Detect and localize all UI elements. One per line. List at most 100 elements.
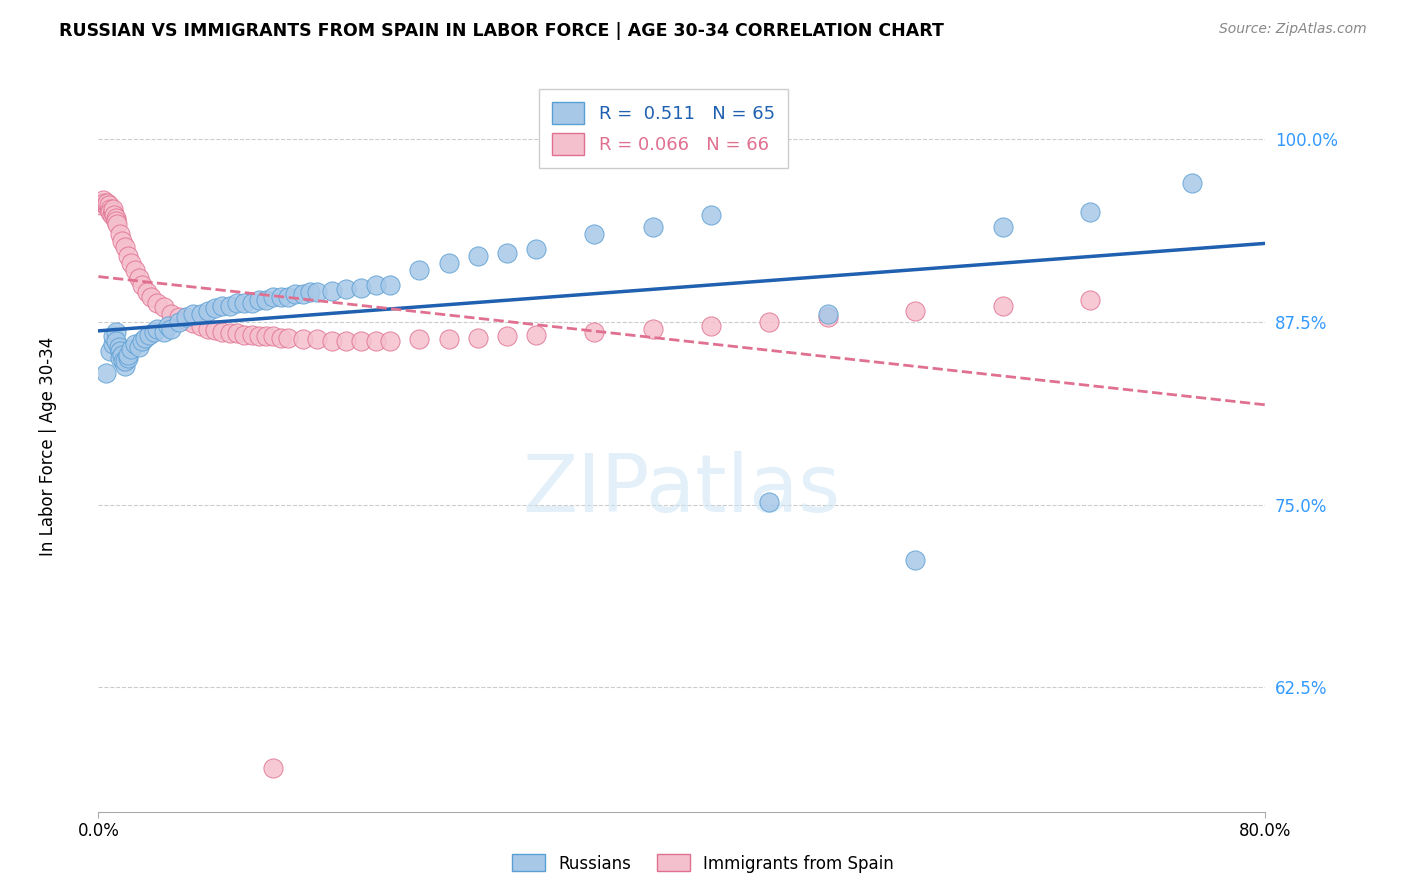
Point <box>101 329 124 343</box>
Point <box>758 315 780 329</box>
Point <box>111 234 134 248</box>
Point <box>218 326 240 341</box>
Point <box>467 331 489 345</box>
Point <box>700 319 723 334</box>
Point <box>174 313 197 327</box>
Point <box>291 286 314 301</box>
Point <box>350 281 373 295</box>
Point <box>904 304 927 318</box>
Point <box>90 197 112 211</box>
Text: ZIPatlas: ZIPatlas <box>523 450 841 529</box>
Point <box>364 278 387 293</box>
Point <box>211 299 233 313</box>
Point <box>641 219 664 234</box>
Point <box>111 348 134 362</box>
Point <box>380 278 402 293</box>
Point <box>104 211 127 225</box>
Point <box>270 331 292 345</box>
Point <box>114 359 136 373</box>
Point <box>364 334 387 348</box>
Point <box>233 327 256 342</box>
Point <box>100 208 122 222</box>
Point <box>96 199 118 213</box>
Point <box>700 208 723 222</box>
Point <box>98 202 121 216</box>
Text: RUSSIAN VS IMMIGRANTS FROM SPAIN IN LABOR FORCE | AGE 30-34 CORRELATION CHART: RUSSIAN VS IMMIGRANTS FROM SPAIN IN LABO… <box>59 22 943 40</box>
Point <box>135 285 157 300</box>
Point <box>335 283 357 297</box>
Point <box>277 290 299 304</box>
Point <box>117 348 139 362</box>
Point <box>94 197 117 211</box>
Point <box>153 300 176 314</box>
Point <box>524 327 547 342</box>
Point <box>437 256 460 270</box>
Y-axis label: In Labor Force | Age 30-34: In Labor Force | Age 30-34 <box>39 336 56 556</box>
Point <box>291 332 314 346</box>
Point <box>335 334 357 348</box>
Point <box>240 327 263 342</box>
Point <box>204 323 226 337</box>
Point <box>146 295 169 310</box>
Point <box>211 325 233 339</box>
Text: Source: ZipAtlas.com: Source: ZipAtlas.com <box>1219 22 1367 37</box>
Point <box>190 319 212 334</box>
Point <box>101 202 124 216</box>
Point <box>146 322 169 336</box>
Point <box>131 278 153 293</box>
Point <box>408 332 430 346</box>
Point <box>277 331 299 345</box>
Point <box>124 336 146 351</box>
Point <box>380 334 402 348</box>
Point <box>254 293 277 307</box>
Point <box>1080 205 1102 219</box>
Point <box>254 329 277 343</box>
Point <box>1181 176 1204 190</box>
Point <box>110 351 132 366</box>
Point <box>408 263 430 277</box>
Point <box>181 307 204 321</box>
Point <box>108 339 131 353</box>
Point <box>583 227 606 241</box>
Point <box>240 295 263 310</box>
Point <box>117 249 139 263</box>
Legend: Russians, Immigrants from Spain: Russians, Immigrants from Spain <box>505 847 901 880</box>
Point <box>817 310 839 325</box>
Point <box>91 193 114 207</box>
Point <box>496 329 519 343</box>
Point <box>124 263 146 277</box>
Point <box>524 242 547 256</box>
Point <box>321 334 343 348</box>
Point <box>96 196 118 211</box>
Point <box>641 322 664 336</box>
Point <box>142 325 165 339</box>
Point <box>904 553 927 567</box>
Point <box>181 316 204 330</box>
Point <box>157 319 180 334</box>
Point <box>112 354 135 368</box>
Point <box>197 304 219 318</box>
Point <box>114 240 136 254</box>
Point <box>991 299 1014 313</box>
Point <box>104 213 127 227</box>
Point <box>226 295 249 310</box>
Point <box>758 494 780 508</box>
Point <box>262 761 284 775</box>
Point <box>114 354 136 368</box>
Point <box>160 322 183 336</box>
Point <box>120 343 142 357</box>
Point <box>120 256 142 270</box>
Point <box>167 315 190 329</box>
Point <box>437 332 460 346</box>
Point <box>583 325 606 339</box>
Point <box>190 307 212 321</box>
Point <box>817 307 839 321</box>
Point <box>284 286 307 301</box>
Point <box>307 285 329 300</box>
Point <box>247 293 270 307</box>
Point <box>496 246 519 260</box>
Point <box>98 205 121 219</box>
Point <box>270 290 292 304</box>
Point <box>160 307 183 321</box>
Point <box>262 329 284 343</box>
